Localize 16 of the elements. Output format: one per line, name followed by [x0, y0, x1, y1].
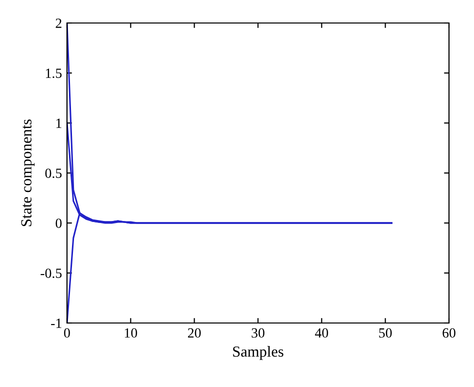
x-tick-label: 0 [64, 328, 70, 338]
x-tick-label: 50 [379, 328, 392, 338]
x-tick-label: 20 [188, 328, 201, 338]
y-tick-label: 0 [56, 218, 62, 228]
x-tick-label: 40 [314, 328, 328, 338]
x-tick-label: 30 [252, 328, 264, 338]
x-tick-label: 60 [442, 328, 456, 338]
y-tick-label: -1 [51, 318, 62, 328]
y-tick-label: 0.5 [45, 168, 62, 178]
y-tick-label: 1.5 [46, 68, 62, 78]
y-axis-title: State components [21, 119, 35, 226]
x-axis-title: Samples [233, 346, 284, 360]
x-tick-label: 10 [124, 328, 138, 338]
y-tick-label: -0.5 [40, 268, 62, 278]
y-tick-label: 2 [56, 18, 62, 28]
y-tick-label: 1 [56, 118, 62, 128]
